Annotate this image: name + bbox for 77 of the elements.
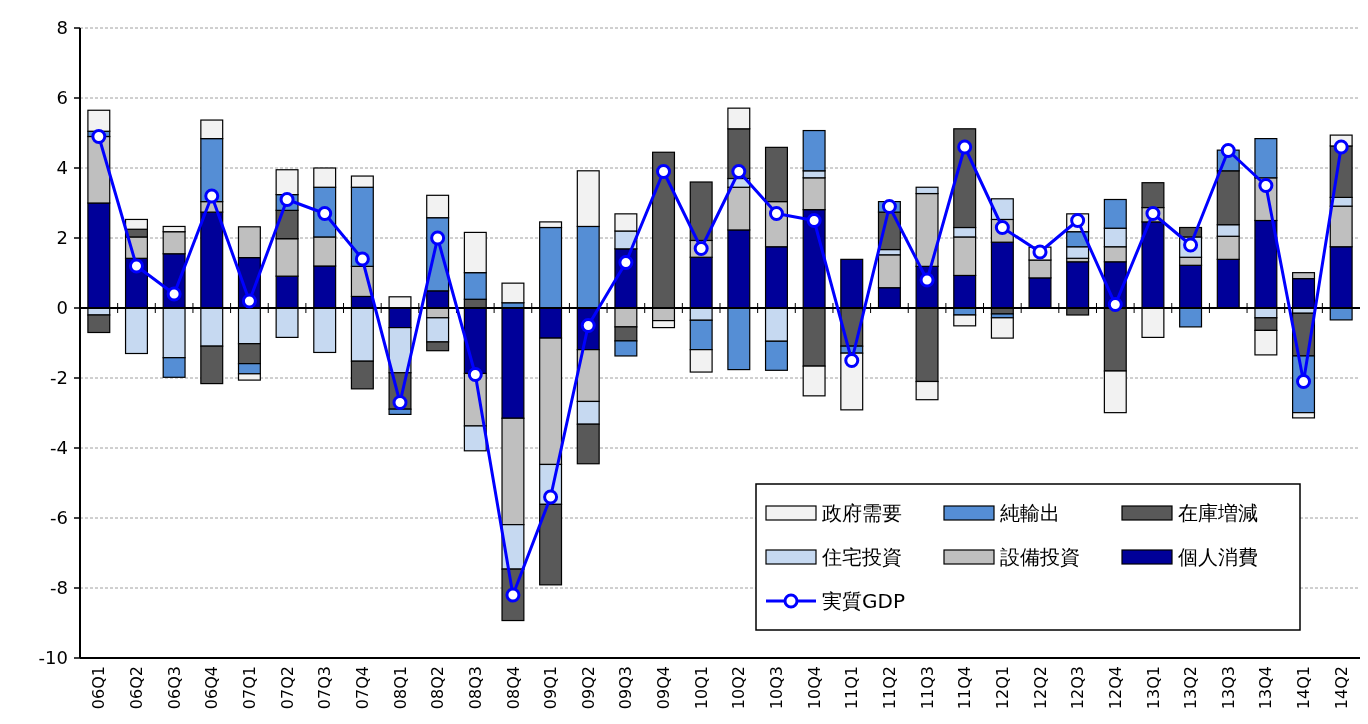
x-tick-label: 09Q2 [578, 666, 598, 710]
point [392, 395, 408, 410]
x-tick-label: 06Q4 [202, 666, 222, 710]
y-tick-label: 2 [56, 227, 68, 249]
legend-label: 住宅投資 [821, 545, 902, 569]
point [430, 230, 446, 246]
x-tick-label: 10Q4 [804, 666, 824, 710]
point [354, 251, 370, 267]
point [128, 258, 144, 274]
point [1220, 143, 1236, 158]
x-tick-label: 11Q4 [955, 666, 975, 710]
x-tick-label: 10Q3 [767, 666, 787, 710]
x-tick-label: 10Q1 [691, 666, 711, 710]
point [656, 164, 672, 179]
y-tick-label: 4 [56, 157, 68, 179]
legend-label: 設備投資 [1000, 545, 1080, 569]
point [957, 139, 973, 155]
x-tick-label: 06Q2 [127, 666, 147, 710]
legend-label: 在庫増減 [1178, 501, 1258, 525]
x-tick-label: 12Q1 [992, 666, 1012, 710]
point [543, 489, 559, 505]
x-tick-label: 09Q1 [541, 666, 561, 710]
y-tick-label: 8 [56, 17, 68, 39]
y-tick-label: 0 [56, 297, 68, 319]
x-tick-label: 09Q4 [654, 666, 674, 710]
y-tick-label: -8 [50, 577, 68, 599]
point [768, 206, 784, 221]
x-tick-label: 07Q2 [277, 666, 297, 710]
y-tick-label: -2 [50, 367, 68, 389]
legend-label: 実質GDP [822, 589, 905, 613]
x-tick-label: 07Q4 [352, 666, 372, 710]
point [467, 367, 483, 382]
legend-label: 個人消費 [1178, 545, 1258, 569]
x-tick-label: 14Q2 [1331, 666, 1351, 710]
x-tick-label: 09Q3 [616, 666, 636, 710]
x-tick-label: 08Q1 [390, 666, 410, 710]
point [166, 286, 182, 302]
point [806, 213, 822, 228]
x-tick-label: 12Q3 [1068, 666, 1088, 710]
bar [501, 282, 525, 304]
point [91, 129, 107, 144]
y-tick-label: -6 [50, 507, 68, 529]
point [1258, 178, 1274, 193]
point [881, 199, 897, 214]
point [1145, 206, 1161, 221]
point [844, 353, 860, 368]
x-tick-label: 13Q1 [1143, 666, 1163, 710]
point [204, 188, 220, 204]
x-tick-label: 12Q4 [1105, 666, 1125, 710]
y-tick-label: -4 [50, 437, 68, 459]
x-tick-label: 06Q1 [89, 666, 109, 710]
x-tick-label: 07Q1 [240, 666, 260, 710]
x-tick-label: 11Q1 [842, 666, 862, 710]
x-tick-label: 13Q3 [1218, 666, 1238, 710]
x-tick-label: 06Q3 [164, 666, 184, 710]
x-tick-label: 10Q2 [729, 666, 749, 710]
point [1107, 297, 1123, 312]
y-tick-label: -10 [38, 647, 68, 669]
point [1333, 139, 1349, 155]
bar [990, 317, 1014, 339]
point [241, 293, 257, 309]
x-tick-label: 11Q3 [917, 666, 937, 710]
x-tick-label: 11Q2 [880, 666, 900, 710]
x-tick-label: 13Q4 [1256, 666, 1276, 710]
x-tick-label: 13Q2 [1181, 666, 1201, 710]
point [1032, 244, 1048, 260]
y-tick-label: 6 [56, 87, 68, 109]
x-tick-label: 12Q2 [1030, 666, 1050, 710]
x-tick-label: 08Q4 [503, 666, 523, 710]
x-tick-label: 07Q3 [315, 666, 335, 710]
x-tick-label: 08Q3 [465, 666, 485, 710]
legend-label: 純輸出 [1000, 501, 1060, 525]
point [618, 255, 634, 270]
x-tick-label: 08Q2 [428, 666, 448, 710]
point [731, 164, 747, 179]
x-tick-label: 14Q1 [1294, 666, 1314, 710]
legend-label: 政府需要 [822, 501, 902, 525]
